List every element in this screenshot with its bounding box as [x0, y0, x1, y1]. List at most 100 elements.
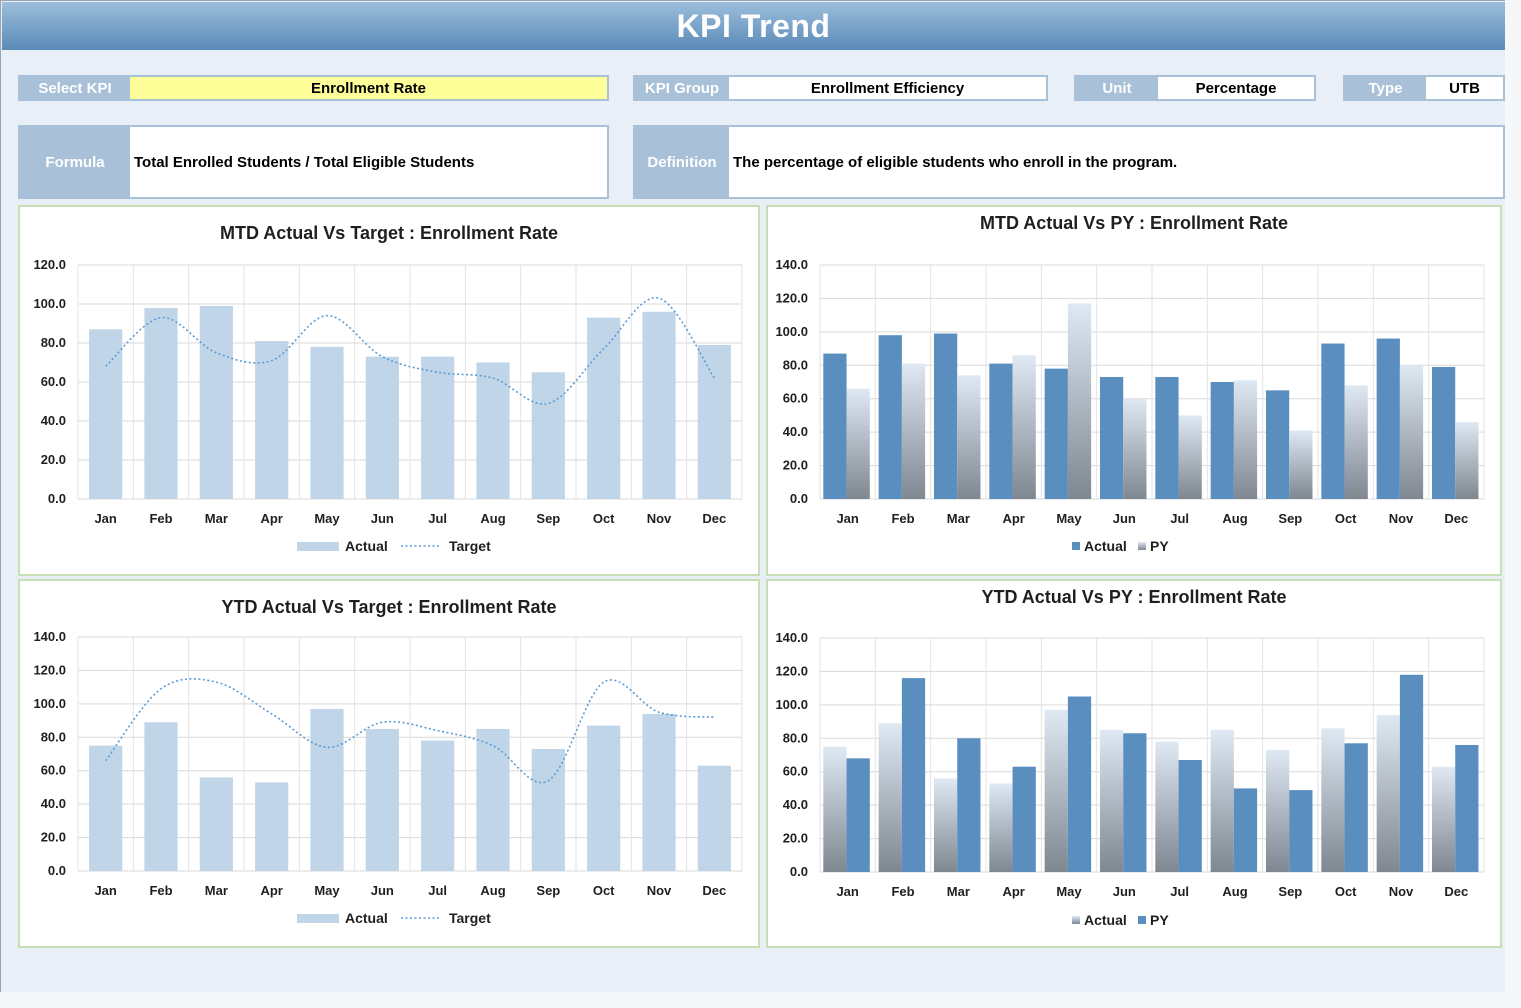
x-tick-label: Apr — [1002, 884, 1024, 899]
x-tick-label: Feb — [891, 884, 914, 899]
actual-bar — [1099, 729, 1124, 872]
actual-bar — [531, 748, 565, 871]
x-tick-label: May — [1056, 884, 1082, 899]
x-tick-label: Jan — [836, 884, 858, 899]
actual-bar — [144, 722, 178, 871]
py-bar — [957, 738, 981, 872]
target-line — [105, 297, 715, 405]
x-tick-label: Nov — [647, 511, 672, 526]
actual-bar — [1321, 343, 1345, 499]
x-tick-label: Jul — [1170, 884, 1189, 899]
definition-box: Definition The percentage of eligible st… — [633, 125, 1505, 199]
py-bar — [1067, 696, 1092, 872]
legend-actual-label: Actual — [345, 910, 388, 926]
py-bar — [901, 363, 926, 499]
py-bar — [1289, 790, 1313, 872]
actual-bar — [989, 363, 1013, 499]
py-bar — [957, 375, 981, 499]
x-tick-label: Oct — [593, 511, 615, 526]
legend-py-swatch — [1138, 542, 1146, 550]
x-tick-label: Dec — [702, 511, 726, 526]
x-tick-label: May — [1056, 511, 1082, 526]
legend-actual-label: Actual — [1084, 538, 1127, 554]
actual-bar — [199, 777, 233, 871]
y-tick-label: 120.0 — [33, 257, 66, 272]
actual-bar — [989, 783, 1013, 872]
mtd-actual-vs-py-chart: MTD Actual Vs PY : Enrollment Rate 0.0 20.… — [766, 205, 1502, 576]
y-tick-label: 0.0 — [48, 863, 66, 878]
y-tick-label: 140.0 — [33, 629, 66, 644]
right-margin — [1505, 0, 1521, 1008]
py-bar — [846, 388, 870, 499]
legend-target-label: Target — [449, 538, 491, 554]
py-bar — [1455, 422, 1479, 499]
actual-bar — [310, 346, 344, 499]
py-bar — [1178, 415, 1202, 499]
chart-svg: YTD Actual Vs PY : Enrollment Rate 0.0 20.… — [775, 587, 1485, 928]
py-bar — [1123, 733, 1147, 872]
definition-label: Definition — [635, 127, 729, 197]
y-tick-label: 100.0 — [33, 696, 66, 711]
unit-label: Unit — [1076, 77, 1158, 99]
y-tick-label: 60.0 — [41, 374, 66, 389]
py-bar — [1012, 766, 1036, 872]
kpi-group-value: Enrollment Efficiency — [729, 77, 1046, 99]
x-tick-label: May — [314, 511, 340, 526]
select-kpi-field[interactable]: Select KPI Enrollment Rate — [18, 75, 609, 101]
select-kpi-label: Select KPI — [20, 77, 130, 99]
x-tick-label: Jun — [371, 883, 394, 898]
ytd-actual-vs-target-chart: YTD Actual Vs Target : Enrollment Rate 0.… — [18, 579, 760, 948]
legend-actual-swatch — [1072, 542, 1080, 550]
y-tick-label: 40.0 — [783, 797, 808, 812]
x-tick-label: Sep — [536, 511, 560, 526]
actual-bar — [476, 362, 510, 499]
actual-bar — [310, 708, 344, 871]
y-tick-label: 60.0 — [783, 391, 808, 406]
bottom-margin — [0, 992, 1521, 1008]
x-tick-label: Dec — [1444, 511, 1468, 526]
y-tick-label: 140.0 — [775, 630, 808, 645]
type-label: Type — [1345, 77, 1426, 99]
py-bar — [1067, 303, 1092, 499]
actual-bar — [144, 307, 178, 499]
actual-bar — [642, 311, 676, 499]
actual-bar — [823, 353, 847, 499]
y-tick-label: 20.0 — [41, 830, 66, 845]
y-tick-label: 120.0 — [33, 662, 66, 677]
x-tick-label: Apr — [260, 511, 282, 526]
actual-bar — [1265, 390, 1290, 499]
legend-py-label: PY — [1150, 538, 1169, 554]
x-tick-label: Feb — [149, 883, 172, 898]
target-line — [105, 678, 715, 784]
actual-bar — [823, 746, 847, 872]
x-tick-label: Oct — [1335, 884, 1357, 899]
x-tick-label: Oct — [593, 883, 615, 898]
py-bar — [1178, 760, 1202, 872]
x-tick-label: Sep — [536, 883, 560, 898]
actual-bar — [878, 723, 902, 872]
select-kpi-dropdown[interactable]: Enrollment Rate — [130, 77, 607, 99]
chart-svg: YTD Actual Vs Target : Enrollment Rate 0.… — [33, 597, 743, 926]
py-bar — [1455, 744, 1479, 872]
actual-bar — [1210, 729, 1234, 872]
actual-bar — [933, 778, 958, 872]
kpi-group-field: KPI Group Enrollment Efficiency — [633, 75, 1048, 101]
actual-bar — [1431, 766, 1456, 872]
y-tick-label: 0.0 — [48, 491, 66, 506]
kpi-group-label: KPI Group — [635, 77, 729, 99]
actual-bar — [199, 305, 233, 499]
chart-title: MTD Actual Vs Target : Enrollment Rate — [220, 223, 558, 243]
x-tick-label: Feb — [149, 511, 172, 526]
legend-actual-swatch — [297, 542, 339, 551]
actual-bar — [1210, 382, 1234, 499]
x-tick-label: Jun — [1113, 884, 1136, 899]
chart-title: YTD Actual Vs PY : Enrollment Rate — [981, 587, 1286, 607]
unit-value: Percentage — [1158, 77, 1314, 99]
actual-bar — [587, 317, 621, 499]
x-tick-label: Dec — [702, 883, 726, 898]
actual-bar — [531, 372, 565, 499]
py-bar — [1344, 385, 1368, 499]
x-tick-label: Mar — [205, 883, 228, 898]
y-tick-label: 0.0 — [790, 491, 808, 506]
x-tick-label: Apr — [260, 883, 282, 898]
